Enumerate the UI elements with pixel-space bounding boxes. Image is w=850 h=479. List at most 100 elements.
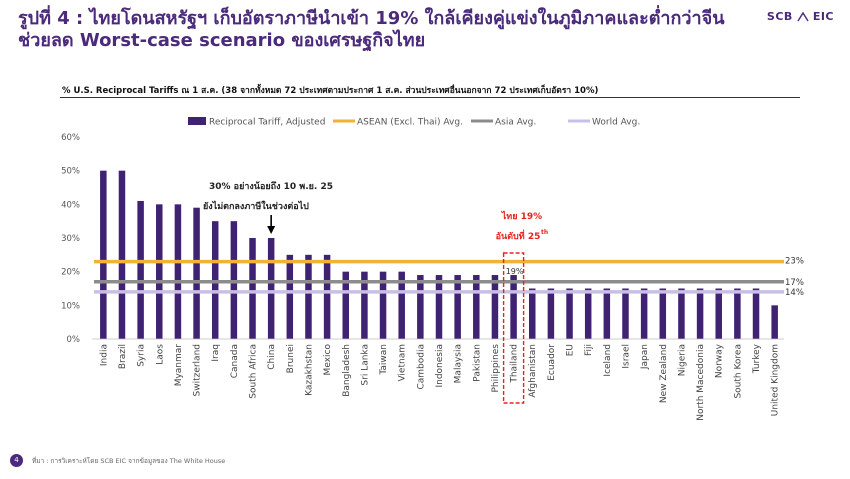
subtitle-divider	[60, 97, 800, 98]
x-tick-label: Laos	[155, 344, 165, 365]
x-tick-label: Taiwan	[379, 344, 389, 376]
logo-text: SCB	[766, 10, 793, 23]
x-tick-label: Indonesia	[435, 344, 445, 388]
x-tick-label: Brunei	[286, 344, 296, 373]
x-tick-label: Switzerland	[193, 344, 203, 397]
bar-vietnam	[398, 271, 405, 339]
bar-china	[267, 238, 275, 339]
x-tick-label: Fiji	[584, 344, 594, 356]
china-annotation-line-1: 30% อย่างน้อยถึง 10 พ.ย. 25	[209, 181, 333, 192]
y-tick-label: 50%	[61, 167, 80, 177]
thailand-annotation-line-1: ไทย 19%	[501, 210, 542, 222]
bar-taiwan	[379, 271, 387, 339]
bar-brunei	[286, 254, 294, 339]
bar-south-africa	[249, 238, 256, 339]
x-tick-label: Nigeria	[677, 344, 687, 376]
bar-afghanistan	[528, 288, 536, 339]
logo-house-icon	[797, 11, 809, 22]
tariff-chart: Reciprocal Tariff, Adjusted ASEAN (Excl. …	[61, 117, 804, 421]
bar-united-kingdom	[771, 305, 778, 339]
bar-laos	[156, 204, 163, 339]
title-line-2: ช่วยลด Worst-case scenario ของเศรษฐกิจไท…	[18, 30, 426, 51]
x-tick-label: China	[267, 344, 277, 370]
x-tick-label: Ecuador	[547, 344, 557, 381]
bar-sri-lanka	[361, 271, 368, 339]
x-tick-label: Brazil	[118, 344, 128, 369]
x-tick-label: Afghanistan	[528, 344, 538, 398]
x-tick-label: Sri Lanka	[360, 344, 370, 386]
x-tick-label: EU	[566, 344, 576, 356]
x-tick-label: Israel	[621, 344, 631, 369]
x-tick-label: Kazakhstan	[304, 344, 314, 396]
bar-ecuador	[547, 288, 555, 339]
x-tick-label: Vietnam	[398, 344, 408, 382]
bar-india	[100, 170, 107, 339]
x-tick-label: South Korea	[733, 344, 743, 399]
legend-label-3: World Avg.	[592, 118, 640, 128]
bar-new-zealand	[659, 288, 667, 339]
bar-malaysia	[454, 275, 461, 339]
chart-subtitle: % U.S. Reciprocal Tariffs ณ 1 ส.ค. (38 จ…	[62, 86, 599, 96]
x-tick-label: Syria	[137, 344, 147, 367]
page-number: 4	[10, 454, 23, 467]
bar-syria	[137, 200, 144, 339]
thailand-annotation-line-2: อันดับที่ 25	[496, 229, 541, 242]
x-tick-label: Iraq	[211, 344, 221, 362]
x-tick-label: United Kingdom	[771, 344, 781, 416]
x-tick-label: Myanmar	[174, 344, 184, 387]
bar-brazil	[118, 170, 126, 339]
source-note: ที่มา : การวิเคราะห์โดย SCB EIC จากข้อมู…	[32, 457, 226, 465]
bar-philippines	[491, 275, 499, 339]
x-tick-label: New Zealand	[659, 344, 669, 403]
x-tick-label: Canada	[230, 344, 240, 378]
x-tick-label: South Africa	[249, 344, 259, 399]
thailand-highlight-box	[502, 252, 525, 404]
avg-line-label-1: 17%	[785, 278, 804, 288]
thailand-bar-label: 19%	[506, 267, 524, 276]
x-tick-label: Pakistan	[472, 344, 482, 382]
bar-norway	[715, 288, 722, 339]
y-tick-label: 10%	[61, 301, 80, 311]
x-tick-label: Philippines	[491, 344, 501, 393]
legend-label-2: Asia Avg.	[495, 118, 536, 128]
bar-thailand	[510, 275, 517, 339]
y-tick-label: 0%	[67, 335, 81, 345]
x-tick-label: Norway	[715, 343, 725, 378]
legend-label-0: Reciprocal Tariff, Adjusted	[209, 118, 325, 128]
bar-turkey	[752, 288, 760, 339]
legend-swatch-0	[188, 117, 206, 125]
bar-japan	[640, 288, 648, 339]
x-tick-label: Bangladesh	[342, 344, 352, 397]
x-tick-label: Turkey	[752, 343, 762, 374]
x-tick-label: Malaysia	[454, 344, 464, 383]
bar-indonesia	[435, 275, 443, 339]
y-tick-label: 40%	[61, 200, 80, 210]
y-tick-label: 20%	[61, 268, 80, 278]
x-tick-label: Cambodia	[416, 344, 426, 390]
x-tick-label: India	[99, 344, 109, 366]
bar-mexico	[323, 254, 331, 339]
china-arrow-head	[267, 226, 276, 234]
bar-north-macedonia	[696, 288, 704, 339]
bar-israel	[622, 288, 629, 339]
bar-myanmar	[174, 204, 182, 339]
china-annotation-line-2: ยังไม่ตกลงภาษีในช่วงต่อไป	[203, 200, 309, 212]
bar-fiji	[584, 288, 592, 339]
x-tick-label: Mexico	[323, 344, 333, 376]
avg-line-label-0: 23%	[785, 257, 804, 267]
title-line-1: รูปที่ 4 : ไทยโดนสหรัฐฯ เก็บอัตราภาษีนำเ…	[18, 8, 725, 29]
x-tick-label: Iceland	[603, 344, 613, 377]
scb-eic-logo: SCB EIC	[767, 10, 834, 23]
thailand-annotation-superscript: th	[541, 229, 548, 236]
avg-line-label-2: 14%	[785, 288, 804, 298]
bar-kazakhstan	[305, 254, 312, 339]
bar-south-korea	[734, 288, 741, 339]
bar-cambodia	[417, 275, 424, 339]
x-tick-label: North Macedonia	[696, 344, 706, 421]
legend-label-1: ASEAN (Excl. Thai) Avg.	[357, 118, 463, 128]
page-title: รูปที่ 4 : ไทยโดนสหรัฐฯ เก็บอัตราภาษีนำเ…	[18, 8, 778, 52]
bar-bangladesh	[342, 271, 350, 339]
bar-nigeria	[678, 288, 685, 339]
y-tick-label: 60%	[61, 133, 80, 143]
bar-pakistan	[473, 275, 480, 339]
